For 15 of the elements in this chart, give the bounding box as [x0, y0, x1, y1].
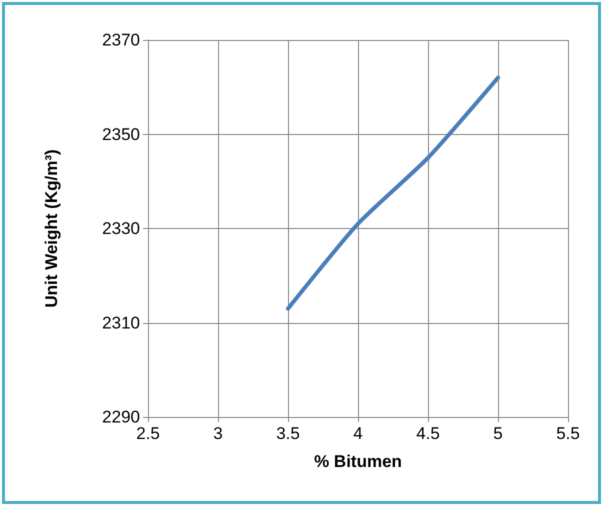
x-tick-label: 5	[493, 424, 503, 443]
x-tick-label: 4	[353, 424, 363, 443]
x-tick-label: 5.5	[556, 424, 580, 443]
line-series	[286, 76, 500, 311]
y-tick-label: 2310	[102, 313, 140, 332]
y-tick-label: 2350	[102, 124, 140, 144]
x-axis-title: % Bitumen	[314, 452, 402, 471]
x-tick-label: 3.5	[276, 424, 300, 443]
y-tick-label: 2330	[102, 219, 140, 238]
y-tick-label: 2370	[102, 30, 140, 50]
x-tick-label: 4.5	[416, 424, 440, 443]
y-axis-title: Unit Weight (Kg/m³)	[42, 149, 61, 308]
x-tick-label: 2.5	[136, 424, 160, 443]
x-tick-label: 3	[213, 424, 223, 443]
y-tick-label: 2290	[102, 408, 140, 426]
